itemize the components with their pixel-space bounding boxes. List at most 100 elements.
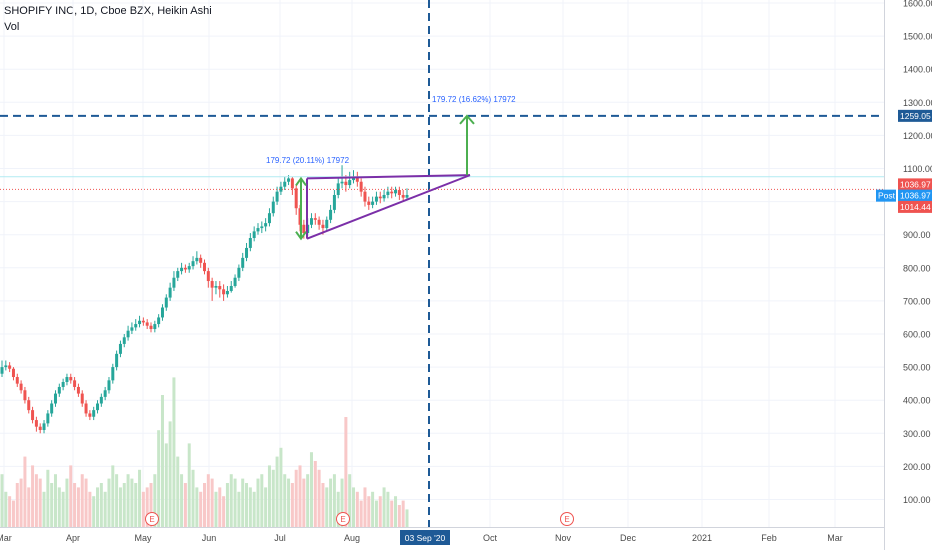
volume-bar bbox=[126, 474, 130, 527]
volume-bar bbox=[394, 496, 398, 527]
candle-body bbox=[115, 353, 119, 368]
volume-bar bbox=[76, 487, 80, 527]
volume-bar bbox=[321, 483, 325, 527]
close-price-tag-text: 1014.44 bbox=[900, 202, 931, 212]
candle-body bbox=[34, 420, 38, 427]
time-tick-label: Dec bbox=[620, 533, 637, 543]
drawings: 179.72 (20.11%) 17972 179.72 (16.62%) 179… bbox=[0, 0, 884, 527]
volume-bar bbox=[157, 430, 161, 527]
volume-bar bbox=[401, 500, 405, 527]
candle-body bbox=[130, 327, 134, 331]
candle-body bbox=[15, 377, 19, 384]
volume-bar bbox=[130, 478, 134, 527]
candle-body bbox=[122, 337, 126, 344]
candle-body bbox=[138, 320, 142, 325]
candle-body bbox=[84, 403, 88, 414]
candle-body bbox=[160, 307, 164, 318]
volume-bar bbox=[371, 491, 375, 527]
volume-bar bbox=[53, 474, 57, 527]
volume-bar bbox=[160, 395, 164, 527]
candle-body bbox=[61, 381, 65, 387]
volume-bar bbox=[252, 491, 256, 527]
candle-body bbox=[348, 180, 352, 186]
candle-body bbox=[367, 201, 371, 205]
volume-bar bbox=[61, 491, 65, 527]
volume-bar bbox=[88, 491, 92, 527]
volume-bar bbox=[355, 491, 359, 527]
candle-body bbox=[4, 365, 8, 368]
price-tick-label: 900.00 bbox=[903, 230, 931, 240]
candle-body bbox=[126, 330, 130, 338]
volume-bar bbox=[118, 487, 122, 527]
volume-bar bbox=[8, 496, 12, 527]
volume-bar bbox=[111, 465, 115, 527]
candle-body bbox=[187, 266, 191, 270]
triangle-bottom-edge bbox=[306, 174, 471, 240]
volume-bar bbox=[19, 478, 23, 527]
volume-bar bbox=[386, 491, 390, 527]
volume-bar bbox=[27, 487, 31, 527]
earnings-circle bbox=[560, 512, 574, 526]
candle-body bbox=[290, 178, 294, 189]
candle-body bbox=[363, 191, 367, 202]
candle-body bbox=[46, 413, 50, 424]
volume-bar bbox=[287, 478, 291, 527]
volume-bar bbox=[206, 474, 210, 527]
volume-bar bbox=[34, 474, 38, 527]
candle-body bbox=[245, 247, 249, 258]
last-price-tag-text: 1036.97 bbox=[900, 179, 931, 189]
volume-bar bbox=[241, 478, 245, 527]
candle-body bbox=[401, 194, 405, 198]
volume-bar bbox=[73, 483, 77, 527]
candle-body bbox=[336, 183, 340, 195]
earnings-marker: E bbox=[145, 512, 159, 526]
volume-bar bbox=[309, 452, 313, 527]
target-price-tag-text: 1259.05 bbox=[900, 111, 931, 121]
volume-bar bbox=[145, 487, 149, 527]
volume-bar bbox=[271, 469, 275, 527]
candle-body bbox=[317, 219, 321, 225]
price-tick-label: 1500.00 bbox=[903, 32, 932, 42]
time-tick-label: Feb bbox=[761, 533, 777, 543]
volume-bar bbox=[329, 478, 333, 527]
volume-bar bbox=[325, 487, 329, 527]
volume-bar bbox=[374, 500, 378, 527]
volume-bar bbox=[65, 478, 69, 527]
volume-bar bbox=[275, 456, 279, 527]
candle-body bbox=[222, 289, 226, 295]
volume-bar bbox=[267, 465, 271, 527]
time-tick-label: Mar bbox=[827, 533, 843, 543]
candle-body bbox=[260, 226, 264, 229]
earnings-marker: E bbox=[336, 512, 350, 526]
volume-bar bbox=[4, 491, 8, 527]
candle-body bbox=[96, 403, 100, 411]
price-tick-label: 500.00 bbox=[903, 363, 931, 373]
post-label-tag-text: Post bbox=[878, 191, 896, 201]
candle-body bbox=[180, 267, 184, 272]
candle-body bbox=[107, 380, 111, 391]
candle-body bbox=[88, 413, 92, 417]
volume-bar bbox=[225, 483, 229, 527]
candle-body bbox=[176, 271, 180, 278]
volume-bar bbox=[103, 491, 107, 527]
volume-bar bbox=[283, 474, 287, 527]
volume-bar bbox=[23, 456, 27, 527]
volume-bar bbox=[80, 474, 84, 527]
candle-body bbox=[149, 325, 153, 330]
volume-bar bbox=[378, 496, 382, 527]
candle-body bbox=[248, 238, 252, 248]
candle-body bbox=[279, 186, 283, 192]
candle-body bbox=[241, 257, 245, 268]
volume-bar bbox=[245, 483, 249, 527]
candle-body bbox=[214, 286, 218, 288]
volume-bar bbox=[84, 478, 88, 527]
volume-bar bbox=[46, 469, 50, 527]
candle-body bbox=[390, 191, 394, 194]
candle-body bbox=[153, 324, 157, 330]
candle-body bbox=[50, 403, 54, 414]
candle-body bbox=[394, 190, 398, 194]
price-tick-label: 1200.00 bbox=[903, 131, 932, 141]
last-price-tag: 1036.97 bbox=[898, 178, 932, 191]
candles bbox=[0, 165, 409, 434]
